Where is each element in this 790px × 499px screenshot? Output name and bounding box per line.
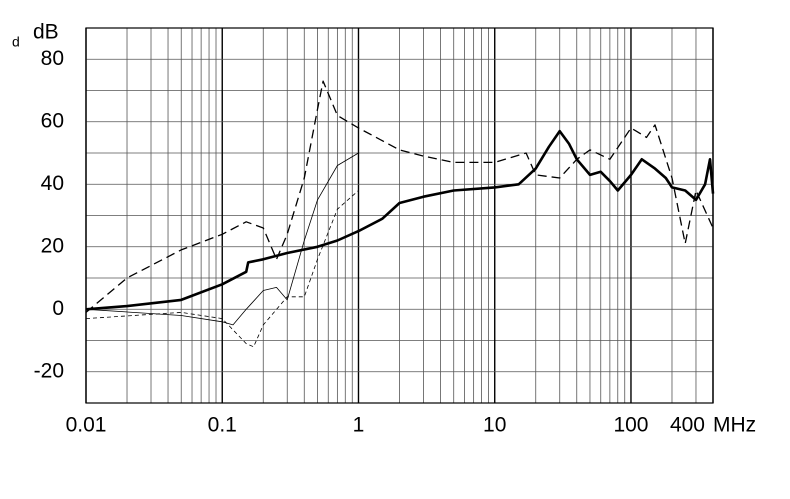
x-tick-label: 100 [613,414,648,437]
x-tick-label: 0.01 [66,414,107,437]
y-tick-label: 20 [41,234,64,257]
x-tick-label: 400 [670,414,705,437]
x-tick-label: 0.1 [208,414,237,437]
series-line [85,129,715,311]
y-tick-label: -20 [34,359,64,382]
series-line [85,152,359,326]
y-tick-label: 80 [41,47,64,70]
x-tick-label: 10 [483,414,506,437]
x-tick-label: 1 [353,414,365,437]
corner-mark: d [12,34,20,50]
y-tick-label: 0 [52,297,64,320]
plot-frame [85,27,714,404]
x-axis-label: MHz [713,414,756,437]
y-tick-label: 60 [41,109,64,132]
y-axis-label: dB [33,21,59,44]
series-line [85,80,714,313]
y-tick-label: 40 [41,172,64,195]
series-line [85,190,359,348]
